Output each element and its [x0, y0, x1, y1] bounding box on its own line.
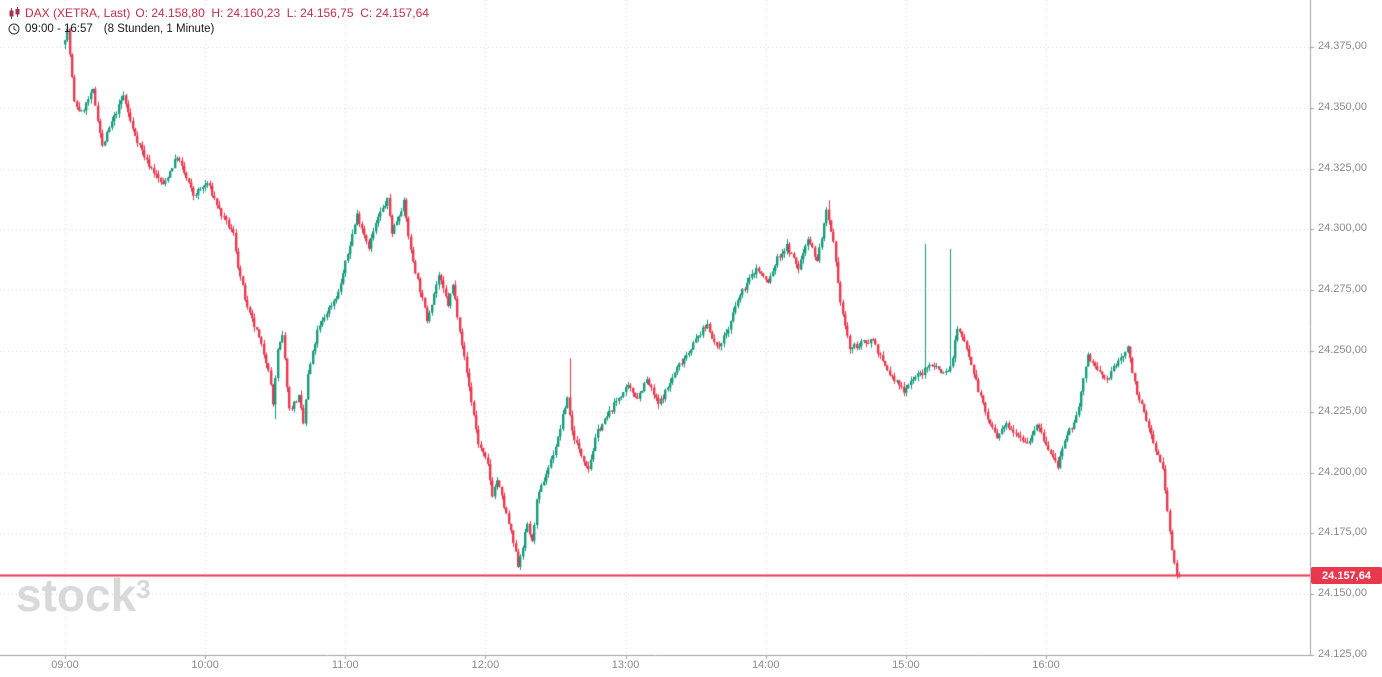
- last-price-label: 24.157,64: [1322, 569, 1371, 582]
- y-axis-label: 24.250,00: [1318, 344, 1367, 356]
- y-axis-label: 24.275,00: [1318, 283, 1367, 296]
- chart-legend: DAX (XETRA, Last) O: 24.158,80 H: 24.160…: [8, 6, 429, 20]
- clock-icon: [8, 23, 20, 35]
- last-price-tag: 24.157,64: [1311, 567, 1382, 584]
- x-axis-label: 13:00: [611, 659, 640, 671]
- ohlc-values: O: 24.158,80 H: 24.160,23 L: 24.156,75 C…: [135, 6, 429, 20]
- time-axis[interactable]: 09:00 10:00 11:00 12:00 13:00 14:00 15:00 16:00: [0, 657, 1310, 677]
- y-axis-label: 24.350,00: [1318, 100, 1367, 113]
- y-axis-label: 24.225,00: [1318, 404, 1367, 417]
- x-axis-label: 15:00: [892, 659, 920, 671]
- y-axis-label: 24.300,00: [1318, 222, 1367, 235]
- candlestick-icon: [8, 6, 20, 20]
- y-axis-label: 24.150,00: [1318, 587, 1367, 600]
- session-range-label: 09:00 - 16:57: [25, 23, 93, 35]
- y-axis-label: 24.200,00: [1318, 465, 1367, 478]
- x-axis-label: 16:00: [1032, 659, 1060, 671]
- x-axis-label: 10:00: [191, 659, 219, 671]
- y-axis-label: 24.325,00: [1318, 161, 1367, 174]
- x-axis-label: 14:00: [751, 659, 780, 671]
- interval-label: (8 Stunden, 1 Minute): [103, 23, 215, 35]
- x-axis-label: 12:00: [471, 659, 500, 671]
- y-axis-label: 24.175,00: [1318, 526, 1367, 539]
- y-axis-label: 24.375,00: [1318, 40, 1367, 52]
- symbol-label: DAX (XETRA, Last): [25, 6, 131, 20]
- price-axis[interactable]: 24.375,00 24.350,00 24.325,00 24.300,00 24.2…: [1312, 0, 1382, 660]
- x-axis-label: 09:00: [51, 659, 79, 671]
- x-axis-label: 11:00: [331, 659, 359, 671]
- y-axis-label: 24.125,00: [1318, 648, 1367, 660]
- chart-session-info: 09:00 - 16:57 (8 Stunden, 1 Minute): [8, 23, 214, 35]
